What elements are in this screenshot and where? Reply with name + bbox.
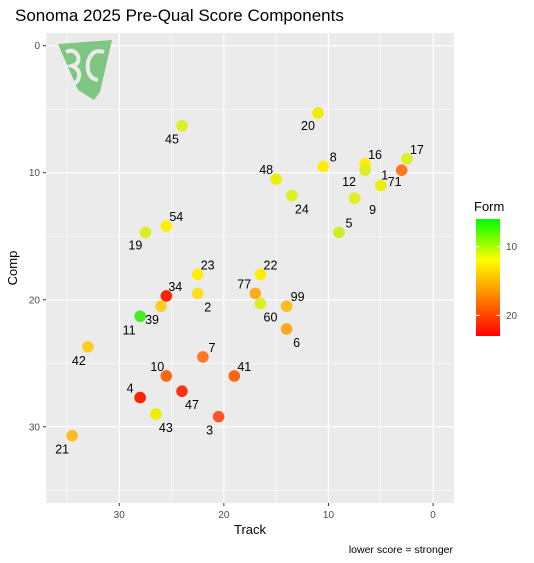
point-label-24: 24	[295, 203, 309, 217]
y-axis-ticks: 0 10 20 30	[29, 41, 46, 433]
point-label-71: 71	[388, 175, 402, 189]
form-legend: Form 10 20	[474, 199, 518, 336]
point-label-60: 60	[264, 311, 278, 325]
grid-lines	[46, 33, 454, 503]
point-car-71	[395, 164, 408, 176]
point-label-21: 21	[55, 443, 69, 457]
point-car-20	[312, 107, 324, 119]
point-car-22	[254, 268, 267, 281]
point-car-4	[134, 391, 146, 404]
x-tick-label: 0	[430, 510, 436, 521]
point-label-3: 3	[206, 424, 213, 438]
point-car-11	[134, 310, 146, 323]
point-label-2: 2	[204, 300, 211, 314]
point-label-9: 9	[369, 203, 376, 217]
x-tick-label: 10	[323, 510, 335, 521]
point-label-4: 4	[127, 382, 134, 396]
point-label-23: 23	[201, 258, 215, 272]
point-label-11: 11	[123, 323, 136, 337]
y-tick-label: 10	[29, 168, 41, 179]
point-car-2	[191, 287, 204, 300]
point-car-47	[176, 385, 188, 398]
point-label-19: 19	[128, 238, 142, 252]
x-axis-title: Track	[234, 522, 267, 537]
point-label-22: 22	[264, 258, 278, 272]
y-axis-title: Comp	[5, 251, 20, 286]
point-car-1	[374, 179, 387, 192]
point-car-17	[401, 152, 413, 165]
legend-ticks: 10 20	[476, 242, 518, 322]
point-label-10: 10	[150, 360, 164, 374]
point-label-54: 54	[169, 210, 183, 224]
point-car-39	[155, 300, 167, 312]
point-label-42: 42	[72, 354, 86, 368]
point-label-45: 45	[165, 133, 179, 147]
point-car-6	[280, 323, 293, 335]
point-label-48: 48	[259, 163, 273, 177]
point-car-8	[317, 160, 330, 173]
point-label-7: 7	[208, 341, 215, 355]
legend-colorbar	[476, 219, 500, 336]
point-label-34: 34	[168, 280, 182, 294]
point-car-24	[286, 189, 298, 202]
point-car-10	[160, 370, 173, 382]
x-tick-label: 30	[114, 510, 126, 521]
legend-tick-label: 10	[506, 242, 518, 253]
point-label-77: 77	[237, 277, 251, 291]
point-label-12: 12	[342, 175, 356, 189]
point-car-34	[160, 290, 173, 302]
point-label-39: 39	[145, 313, 159, 327]
legend-tick-label: 20	[506, 311, 518, 322]
point-car-41	[228, 370, 241, 382]
point-label-43: 43	[159, 421, 173, 435]
point-car-45	[176, 119, 188, 132]
point-label-5: 5	[345, 216, 352, 230]
point-label-17: 17	[410, 143, 424, 157]
point-car-48	[270, 173, 282, 185]
x-tick-label: 20	[218, 510, 230, 521]
point-car-7	[197, 351, 209, 363]
point-car-54	[160, 220, 173, 232]
point-car-19	[139, 226, 152, 239]
point-car-99	[280, 300, 293, 312]
point-label-41: 41	[237, 360, 251, 374]
point-car-9	[348, 192, 361, 204]
point-car-12	[359, 164, 371, 176]
chart-caption: lower score = stronger	[349, 544, 454, 556]
point-car-42	[82, 340, 94, 353]
point-label-8: 8	[330, 150, 337, 164]
panel-background	[46, 33, 454, 503]
point-label-16: 16	[368, 148, 382, 162]
point-car-21	[66, 429, 78, 442]
x-axis-ticks: 30 20 10 0	[114, 503, 436, 521]
point-label-1: 1	[381, 168, 388, 182]
y-tick-label: 0	[34, 41, 40, 52]
chart-title: Sonoma 2025 Pre-Qual Score Components	[15, 6, 344, 25]
point-label-47: 47	[185, 398, 199, 412]
point-car-5	[333, 226, 345, 239]
point-car-43	[150, 408, 162, 420]
legend-title: Form	[474, 199, 504, 214]
y-tick-label: 30	[29, 422, 41, 433]
bc-logo	[58, 40, 112, 100]
point-label-20: 20	[301, 119, 315, 133]
point-car-23	[191, 268, 204, 281]
y-tick-label: 20	[29, 295, 41, 306]
point-label-99: 99	[291, 290, 305, 304]
point-car-60	[254, 297, 267, 310]
point-car-3	[212, 410, 225, 423]
point-label-6: 6	[293, 336, 300, 350]
points-layer	[66, 107, 413, 442]
point-car-77	[249, 287, 262, 300]
